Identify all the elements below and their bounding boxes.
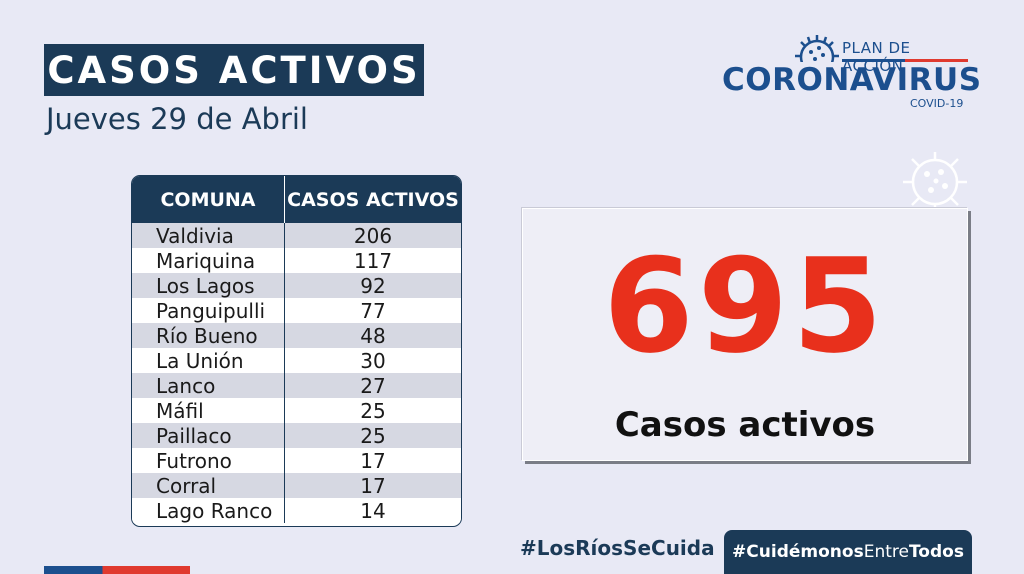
comuna-cell: Lanco [132,373,285,398]
table-row: Los Lagos 92 [132,273,461,298]
table-row: Río Bueno 48 [132,323,461,348]
bottom-flag-bar [44,566,190,574]
comuna-cell: Paillaco [132,423,285,448]
comuna-cell: La Unión [132,348,285,373]
comuna-cell: Corral [132,473,285,498]
casos-cell: 206 [353,223,393,248]
casos-cell: 117 [353,248,393,273]
comuna-cell: Panguipulli [132,298,285,323]
casos-cell: 30 [360,348,386,373]
comuna-cell: Río Bueno [132,323,285,348]
casos-cell: 25 [360,423,386,448]
hashtag-cuidemonos: #Cuidémonos Entre Todos [724,530,972,574]
casos-cell: 48 [360,323,386,348]
total-cases-label: Casos activos [614,405,876,445]
table-row: Panguipulli 77 [132,298,461,323]
comuna-cell: Los Lagos [132,273,285,298]
casos-cell: 17 [360,473,386,498]
casos-cell: 17 [360,448,386,473]
total-cases-value: 695 [603,230,887,382]
table-row: Máfil 25 [132,398,461,423]
page-title: CASOS ACTIVOS [44,44,424,96]
column-header-casos: CASOS ACTIVOS [287,188,459,211]
table-row: Mariquina 117 [132,248,461,273]
comuna-cell: Valdivia [132,223,285,248]
total-cases-box: 695 Casos activos [522,208,968,461]
page-date: Jueves 29 de Abril [46,102,308,136]
logo-main-text: CORONAVIRUS [722,62,982,98]
virus-icon [795,35,839,62]
casos-cell: 14 [360,498,386,523]
table-header: COMUNA CASOS ACTIVOS [132,176,461,223]
table-body: Valdivia 206 Mariquina 117 Los Lagos 92 Pan… [132,223,461,523]
hashtag-cuidemonos-suffix: Todos [908,542,964,562]
comuna-cell: Lago Ranco [132,498,285,523]
casos-cell: 27 [360,373,386,398]
table-row: La Unión 30 [132,348,461,373]
cases-table: COMUNA CASOS ACTIVOS Valdivia 206 Mariqui… [131,175,462,527]
hashtag-los-rios: #LosRíosSeCuida [520,536,715,560]
table-row: Lago Ranco 14 [132,498,461,523]
comuna-cell: Futrono [132,448,285,473]
comuna-cell: Mariquina [132,248,285,273]
column-header-comuna: COMUNA [132,176,285,223]
hashtag-cuidemonos-mid: Entre [863,542,909,562]
casos-cell: 92 [360,273,386,298]
plan-accion-logo: PLAN DE ACCIÓN CORONAVIRUS COVID-19 [722,32,981,112]
comuna-cell: Máfil [132,398,285,423]
hashtag-cuidemonos-prefix: #Cuidémonos [732,542,864,562]
decorative-virus-icon [903,152,967,210]
table-row: Valdivia 206 [132,223,461,248]
table-row: Paillaco 25 [132,423,461,448]
logo-underline [842,59,968,62]
logo-covid-text: COVID-19 [910,97,964,110]
table-row: Lanco 27 [132,373,461,398]
table-row: Futrono 17 [132,448,461,473]
table-row: Corral 17 [132,473,461,498]
casos-cell: 25 [360,398,386,423]
casos-cell: 77 [360,298,386,323]
